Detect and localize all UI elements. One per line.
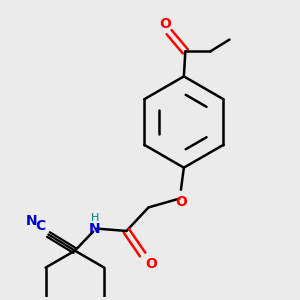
Text: C: C — [35, 219, 46, 233]
Text: O: O — [145, 257, 157, 272]
Text: N: N — [89, 222, 100, 236]
Text: O: O — [160, 17, 172, 31]
Text: H: H — [91, 213, 99, 223]
Text: N: N — [26, 214, 37, 228]
Text: O: O — [175, 195, 187, 209]
